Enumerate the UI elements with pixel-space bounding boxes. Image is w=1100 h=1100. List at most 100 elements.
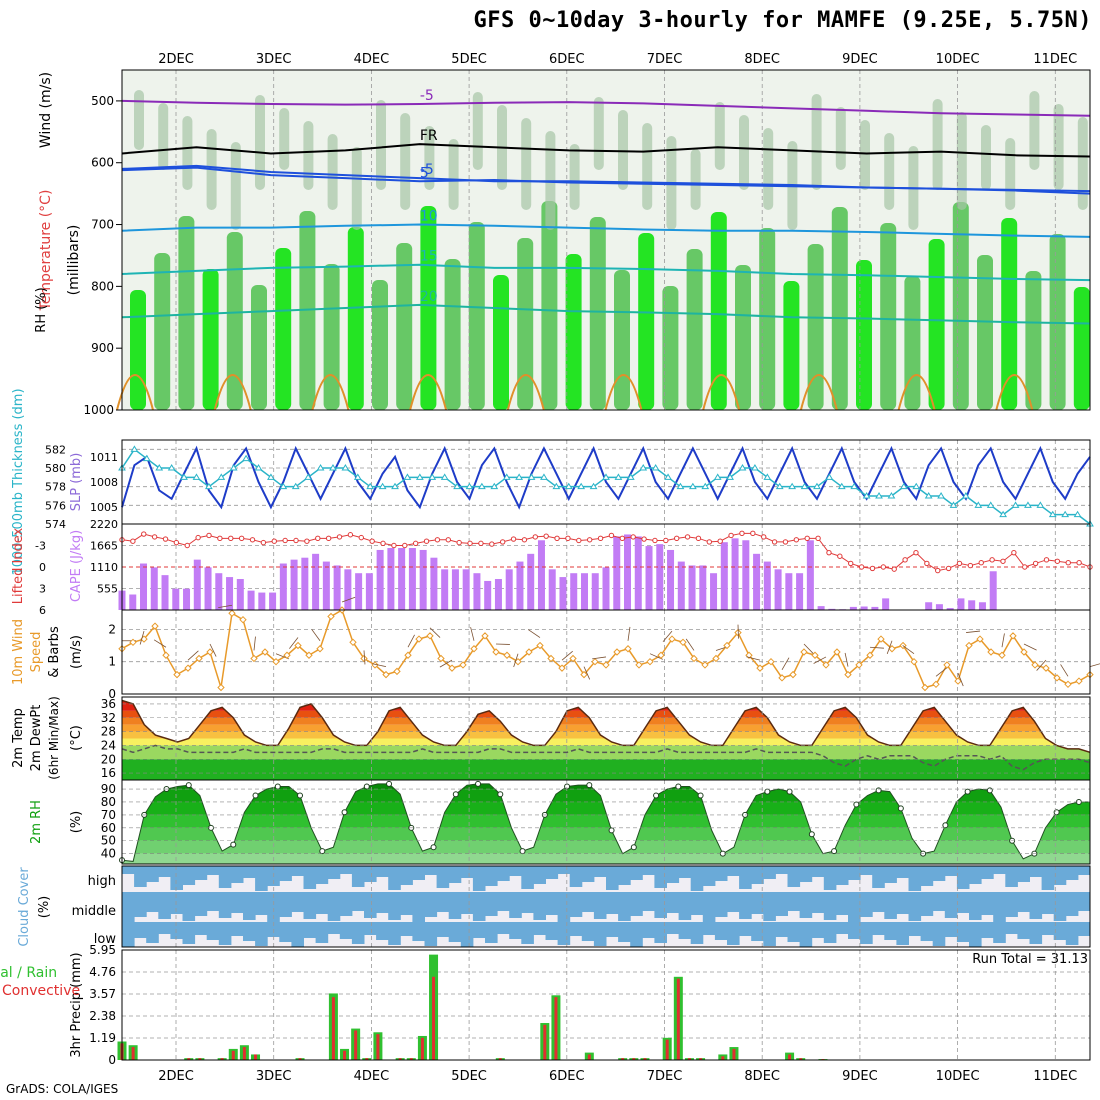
precip-axis-label: 3hr Precip (mm) [69,952,84,1057]
wind-barb [869,646,884,649]
cloud-middle-bar [448,892,462,919]
rh-marker [1053,809,1060,816]
cape-bar [322,561,330,610]
run-total-label: Run Total = 31.13 [940,952,1088,967]
rh-column [517,238,534,410]
wind-marker [712,654,720,663]
thickness-marker [763,473,772,480]
thickness-axis-label: 1000-500mb Thickness (dm) [11,388,26,575]
wind-marker [283,651,291,659]
wind-barb [218,604,233,609]
thickness-marker [701,482,710,490]
thickness-marker [589,482,598,490]
cloud-middle-bar [896,892,909,914]
cloud-low-bar [146,922,159,943]
cloud-high-bar [315,866,329,884]
cloud-low-bar [364,922,377,935]
cloud-high-bar [654,866,667,888]
lifted-index-marker [554,535,560,542]
cape-bar [559,577,567,610]
cloud-middle-bar [569,892,583,917]
temp-contour [995,374,1034,411]
lifted-index-marker [412,540,419,547]
temp-contour [702,374,741,411]
wind-marker [250,654,258,663]
lifted-index-marker [228,535,234,542]
rh-cloud-column [255,95,265,190]
day-label-bottom: 8DEC [744,1069,780,1084]
precip-conv-bar [554,997,558,1060]
wind-marker [404,651,412,659]
wind-barb [311,629,321,642]
lifted-index-marker [967,562,974,569]
cape-bar [785,573,793,610]
ytick-label: 500 [91,94,114,108]
wind-axis-label-1: 10m Wind [11,619,26,685]
cloud-middle-bar [255,892,268,915]
cloud-middle-bar [944,892,958,918]
cloud-high-bar [606,866,619,890]
rh-marker [653,792,660,799]
thickness-marker [875,492,883,499]
rh-tick-label: 80 [101,795,116,809]
cloud-low-bar [182,922,196,944]
wind-marker [800,648,808,656]
precip-conv-bar [231,1050,235,1060]
rh2m-axis-label: 2m RH [29,800,44,844]
lifted-index-marker [499,539,506,545]
cloud-low-bar [835,922,849,934]
rh-marker [586,782,593,789]
lifted-index-marker [315,535,321,542]
cape-bar [742,540,750,610]
cloud-high-bar [835,866,849,885]
precip-tick-label: 4.76 [89,965,116,979]
cape-bar [473,573,481,610]
cloud-high-bar [969,866,982,884]
rh-marker [386,780,393,787]
cape-bar [236,579,244,610]
rh-cloud-column [739,115,749,190]
precip-tick-label: 2.38 [89,1009,116,1023]
cloud-middle-bar [1077,892,1091,911]
wind-barb [966,630,981,633]
cloud-high-bar [981,866,994,879]
cloud-high-bar [932,866,946,881]
wind-barb [372,663,387,668]
thickness-marker [1036,501,1045,508]
cloud-high-bar [134,866,147,887]
wind-marker [272,657,280,666]
cape-bar [484,580,492,610]
rh-marker [986,787,993,794]
rh-cloud-column [1029,91,1040,170]
cloud-high-bar [509,866,522,876]
precip-conv-bar [254,1054,258,1060]
cloud-middle-bar [400,892,413,915]
rh-cloud-column [134,90,144,150]
lifted-index-marker [478,540,484,547]
rh-cloud-column [690,149,701,210]
cape-bar [871,606,879,610]
rh-cloud-column [351,147,362,230]
cloud-high-bar [872,866,885,888]
thickness-marker [167,464,176,471]
cloud-middle-bar [230,892,244,913]
lifted-index-marker [249,537,256,543]
rh-marker [675,783,682,790]
cape-tick-label: 1665 [90,540,118,553]
cloud-middle-bar [533,892,546,920]
wind-marker [888,645,896,653]
wind-marker [943,661,951,669]
cape-bar [226,577,234,610]
precip-conv-bar [687,1058,691,1060]
rh-cloud-column [303,121,314,190]
wind-marker [294,641,302,650]
rh-column [856,260,872,410]
thickness-marker [204,482,213,490]
cloud-pct-label: (%) [37,896,52,919]
cape-bar [537,540,545,610]
day-label-top: 3DEC [256,52,292,67]
cloud-low-bar [993,922,1006,943]
wind-barb [803,643,815,655]
thickness-marker [837,482,846,490]
thickness-marker [862,492,871,499]
